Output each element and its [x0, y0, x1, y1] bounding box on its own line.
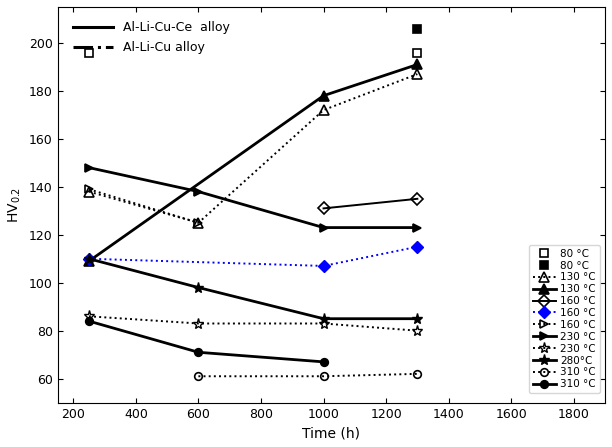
Legend: Al-Li-Cu-Ce  alloy, Al-Li-Cu alloy: Al-Li-Cu-Ce alloy, Al-Li-Cu alloy: [69, 17, 234, 58]
Y-axis label: HV$_{0.2}$: HV$_{0.2}$: [7, 187, 23, 223]
X-axis label: Time (h): Time (h): [302, 426, 360, 440]
